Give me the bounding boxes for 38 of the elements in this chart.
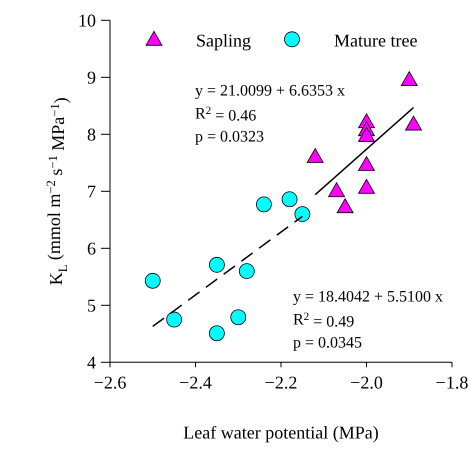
legend-label: Sapling [196, 30, 252, 51]
point [405, 116, 422, 130]
x-tick-label: −2.2 [264, 372, 298, 392]
x-tick-label: −2.4 [179, 372, 212, 392]
point [230, 309, 246, 326]
point [208, 256, 225, 273]
y-tick-label: 4 [87, 352, 96, 373]
y-tick-label: 6 [87, 238, 96, 259]
point [328, 182, 345, 198]
annotation: R$^{2}$ = 0.49 [293, 311, 354, 331]
annotation: p = 0.0345 [293, 334, 362, 352]
x-tick-label: −2.0 [350, 372, 383, 392]
point [166, 312, 182, 328]
x-axis-title: Leaf water potential (MPa) [183, 422, 379, 442]
point [400, 71, 418, 86]
point [144, 272, 161, 289]
x-tick-label: −1.8 [436, 372, 468, 392]
legend-label: Mature tree [334, 30, 418, 51]
point [238, 263, 255, 279]
x-tick-label: −2.6 [94, 372, 126, 392]
y-tick-label: 5 [87, 296, 96, 316]
y-tick-label: 7 [87, 182, 96, 202]
point [294, 206, 310, 222]
point [282, 191, 298, 208]
y-tick-label: 10 [78, 10, 96, 31]
y-tick-label: 9 [87, 68, 96, 88]
point [208, 325, 225, 342]
y-tick-label: 8 [87, 124, 96, 145]
annotation: p = 0.0323 [195, 128, 264, 146]
point [306, 148, 324, 163]
point [358, 178, 375, 194]
annotation: R$^{2}$ = 0.46 [195, 105, 256, 125]
point [256, 196, 272, 212]
annotation: y = 21.0099 + 6.6353 x [195, 82, 346, 100]
point [358, 127, 375, 142]
annotation: y = 18.4042 + 5.5100 x [293, 288, 444, 306]
point [358, 156, 375, 171]
point [336, 198, 354, 214]
